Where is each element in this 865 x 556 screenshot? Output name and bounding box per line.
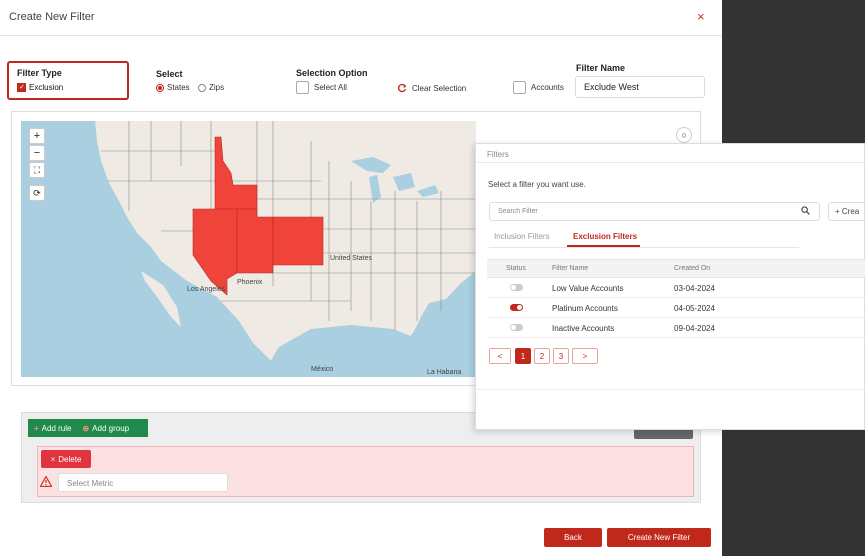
filters-panel-title: Filters xyxy=(487,150,509,159)
radio-unselected-icon[interactable] xyxy=(198,83,206,92)
create-new-filter-button[interactable]: Create New Filter xyxy=(607,528,711,547)
map-label-united-states: United States xyxy=(330,255,373,262)
fullscreen-icon[interactable]: ⛶ xyxy=(29,162,45,178)
map-refresh-icon[interactable]: ⟳ xyxy=(29,185,45,201)
pagination-page-2[interactable]: 2 xyxy=(534,348,550,364)
add-rule-label: Add rule xyxy=(41,423,72,433)
radio-zips-label: Zips xyxy=(209,83,225,92)
back-button[interactable]: Back xyxy=(544,528,602,547)
created-on-cell: 03-04-2024 xyxy=(674,284,715,293)
clear-selection-button[interactable]: Clear Selection xyxy=(397,83,466,93)
table-row[interactable]: Low Value Accounts 03-04-2024 xyxy=(487,278,865,298)
map-label-mexico: México xyxy=(311,366,334,373)
filters-panel: Filters Select a filter you want use. Se… xyxy=(475,143,865,430)
pagination-next-button[interactable]: > xyxy=(572,348,598,364)
map-label-los-angeles: Los Angeles xyxy=(187,286,226,293)
filter-type-box xyxy=(7,61,129,100)
backdrop xyxy=(722,430,865,556)
filter-name-input[interactable]: Exclude West xyxy=(575,76,705,98)
status-toggle[interactable] xyxy=(510,324,523,331)
modal-header: Create New Filter × xyxy=(0,0,722,36)
accounts-checkbox[interactable] xyxy=(513,81,526,94)
table-row[interactable]: Inactive Accounts 09-04-2024 xyxy=(487,318,865,338)
panel-footer-divider xyxy=(476,389,865,390)
delete-label: Delete xyxy=(58,454,82,464)
pagination-page-3[interactable]: 3 xyxy=(553,348,569,364)
tab-inclusion-filters[interactable]: Inclusion Filters xyxy=(494,232,550,241)
us-map[interactable] xyxy=(21,121,476,377)
warning-icon xyxy=(40,476,52,487)
column-status: Status xyxy=(506,265,526,272)
exclusion-checkbox[interactable]: Exclusion xyxy=(17,83,63,92)
filter-name-label: Filter Name xyxy=(576,63,626,73)
add-circle-icon: ⊕ xyxy=(82,423,90,433)
add-group-button[interactable]: ⊕ Add group xyxy=(82,424,129,433)
created-on-cell: 04-05-2024 xyxy=(674,304,715,313)
zoom-out-button[interactable]: − xyxy=(29,145,45,161)
radio-states-label: States xyxy=(167,83,190,92)
tab-exclusion-filters[interactable]: Exclusion Filters xyxy=(573,232,638,241)
refresh-icon xyxy=(398,83,407,93)
search-icon xyxy=(801,206,810,215)
radio-states[interactable]: States xyxy=(156,83,190,92)
close-icon[interactable]: × xyxy=(697,9,705,24)
delete-icon: × xyxy=(50,454,56,464)
filter-type-label: Filter Type xyxy=(17,68,62,78)
zoom-in-button[interactable]: + xyxy=(29,128,45,144)
map-search-icon[interactable]: ○ xyxy=(676,127,692,143)
created-on-cell: 09-04-2024 xyxy=(674,324,715,333)
add-group-label: Add group xyxy=(92,423,130,433)
filters-hint: Select a filter you want use. xyxy=(488,180,586,189)
selection-option-label: Selection Option xyxy=(296,68,368,78)
status-toggle[interactable] xyxy=(510,284,523,291)
select-all-label: Select All xyxy=(314,83,347,92)
column-created-on: Created On xyxy=(674,265,711,272)
active-tab-underline xyxy=(567,245,640,247)
clear-selection-label: Clear Selection xyxy=(412,83,467,93)
select-all-checkbox[interactable] xyxy=(296,81,309,94)
pagination-page-1[interactable]: 1 xyxy=(515,348,531,364)
modal-title: Create New Filter xyxy=(9,11,95,23)
radio-selected-icon[interactable] xyxy=(156,83,164,92)
create-filter-button[interactable]: + Crea xyxy=(828,202,865,221)
divider xyxy=(476,162,865,163)
status-toggle[interactable] xyxy=(510,304,523,311)
map-label-phoenix: Phoenix xyxy=(237,279,263,286)
filter-name-cell: Low Value Accounts xyxy=(552,284,624,293)
plus-icon: + xyxy=(34,423,39,433)
accounts-label: Accounts xyxy=(531,83,564,92)
column-filter-name: Filter Name xyxy=(552,265,589,272)
select-label: Select xyxy=(156,69,183,79)
tab-divider xyxy=(489,247,799,248)
checkbox-checked-icon[interactable] xyxy=(17,83,26,92)
filter-name-cell: Platinum Accounts xyxy=(552,304,618,313)
table-row[interactable]: Platinum Accounts 04-05-2024 xyxy=(487,298,865,318)
select-metric-dropdown[interactable]: Select Metric xyxy=(58,473,228,492)
filter-name-cell: Inactive Accounts xyxy=(552,324,615,333)
pagination-prev-button[interactable]: < xyxy=(489,348,511,364)
search-filter-input[interactable]: Search Filter xyxy=(489,202,820,221)
delete-button[interactable]: × Delete xyxy=(41,450,91,468)
rule-group-buttons: + Add rule ⊕ Add group xyxy=(28,419,148,437)
radio-zips[interactable]: Zips xyxy=(198,83,224,92)
exclusion-label: Exclusion xyxy=(29,83,64,92)
add-rule-button[interactable]: + Add rule xyxy=(34,424,71,433)
map-label-la-habana: La Habana xyxy=(427,369,462,376)
table-header: Status Filter Name Created On xyxy=(487,259,865,278)
